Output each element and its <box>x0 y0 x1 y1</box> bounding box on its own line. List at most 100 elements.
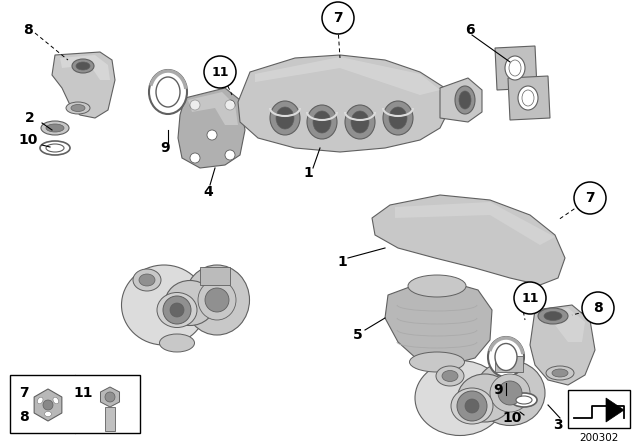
Ellipse shape <box>156 77 180 107</box>
Circle shape <box>105 392 115 402</box>
Polygon shape <box>100 387 120 407</box>
Circle shape <box>204 56 236 88</box>
Text: 7: 7 <box>585 191 595 205</box>
Text: 5: 5 <box>353 328 363 342</box>
Ellipse shape <box>46 144 64 152</box>
Ellipse shape <box>139 274 155 286</box>
Polygon shape <box>606 398 624 422</box>
Ellipse shape <box>436 366 464 386</box>
Circle shape <box>190 100 200 110</box>
Ellipse shape <box>442 370 458 382</box>
Ellipse shape <box>459 91 471 109</box>
Ellipse shape <box>490 374 530 412</box>
Ellipse shape <box>383 101 413 135</box>
Polygon shape <box>538 308 585 342</box>
Ellipse shape <box>415 361 505 435</box>
Circle shape <box>205 288 229 312</box>
Ellipse shape <box>516 396 532 404</box>
Polygon shape <box>52 52 115 118</box>
Ellipse shape <box>66 102 90 114</box>
Polygon shape <box>178 88 245 168</box>
Ellipse shape <box>511 393 537 407</box>
Text: 3: 3 <box>553 418 563 432</box>
Ellipse shape <box>165 280 215 326</box>
Polygon shape <box>372 195 565 285</box>
Ellipse shape <box>389 107 407 129</box>
Ellipse shape <box>552 369 568 377</box>
Ellipse shape <box>505 56 525 80</box>
Ellipse shape <box>538 308 568 324</box>
Ellipse shape <box>45 412 51 417</box>
Text: 11: 11 <box>73 386 93 400</box>
Polygon shape <box>34 389 62 421</box>
Ellipse shape <box>455 86 475 114</box>
Polygon shape <box>508 76 550 120</box>
Text: 8: 8 <box>593 301 603 315</box>
Circle shape <box>43 400 53 410</box>
Circle shape <box>574 182 606 214</box>
Bar <box>495 356 523 372</box>
Ellipse shape <box>72 59 94 73</box>
Text: 1: 1 <box>303 166 313 180</box>
Ellipse shape <box>518 86 538 110</box>
Circle shape <box>582 292 614 324</box>
Circle shape <box>514 282 546 314</box>
Ellipse shape <box>157 293 197 327</box>
Ellipse shape <box>495 344 517 370</box>
Polygon shape <box>385 282 492 365</box>
Ellipse shape <box>458 374 513 422</box>
Circle shape <box>170 303 184 317</box>
Circle shape <box>457 391 487 421</box>
Polygon shape <box>255 57 440 95</box>
Bar <box>105 407 115 431</box>
Text: 10: 10 <box>502 411 522 425</box>
Ellipse shape <box>37 397 43 404</box>
Circle shape <box>190 153 200 163</box>
Ellipse shape <box>53 397 59 404</box>
Ellipse shape <box>159 334 195 352</box>
Ellipse shape <box>313 111 331 133</box>
Ellipse shape <box>451 388 493 424</box>
Circle shape <box>163 296 191 324</box>
Ellipse shape <box>149 70 187 114</box>
Text: 11: 11 <box>521 292 539 305</box>
Text: 9: 9 <box>493 383 503 397</box>
Bar <box>568 390 630 428</box>
Ellipse shape <box>307 105 337 139</box>
Ellipse shape <box>475 361 545 426</box>
Text: 200302: 200302 <box>579 433 619 443</box>
Ellipse shape <box>122 265 207 345</box>
Text: 7: 7 <box>333 11 343 25</box>
Ellipse shape <box>488 337 524 377</box>
Text: 6: 6 <box>465 23 475 37</box>
Circle shape <box>465 399 479 413</box>
Bar <box>10 375 140 433</box>
Ellipse shape <box>184 265 250 335</box>
Circle shape <box>322 2 354 34</box>
Ellipse shape <box>351 111 369 133</box>
Ellipse shape <box>408 275 466 297</box>
Ellipse shape <box>40 141 70 155</box>
Ellipse shape <box>345 105 375 139</box>
Ellipse shape <box>76 62 90 70</box>
Polygon shape <box>395 202 555 245</box>
Circle shape <box>225 100 235 110</box>
Text: 8: 8 <box>23 23 33 37</box>
Polygon shape <box>440 78 482 122</box>
Text: 7: 7 <box>19 386 29 400</box>
Ellipse shape <box>276 107 294 129</box>
Circle shape <box>225 150 235 160</box>
Circle shape <box>207 130 217 140</box>
Ellipse shape <box>46 124 64 132</box>
Text: 2: 2 <box>25 111 35 125</box>
Text: 10: 10 <box>19 133 38 147</box>
Polygon shape <box>188 92 238 125</box>
Polygon shape <box>60 55 110 80</box>
Ellipse shape <box>509 60 521 76</box>
Ellipse shape <box>270 101 300 135</box>
Bar <box>200 267 230 285</box>
Ellipse shape <box>410 352 465 372</box>
Circle shape <box>498 381 522 405</box>
Polygon shape <box>495 46 537 90</box>
Text: 1: 1 <box>337 255 347 269</box>
